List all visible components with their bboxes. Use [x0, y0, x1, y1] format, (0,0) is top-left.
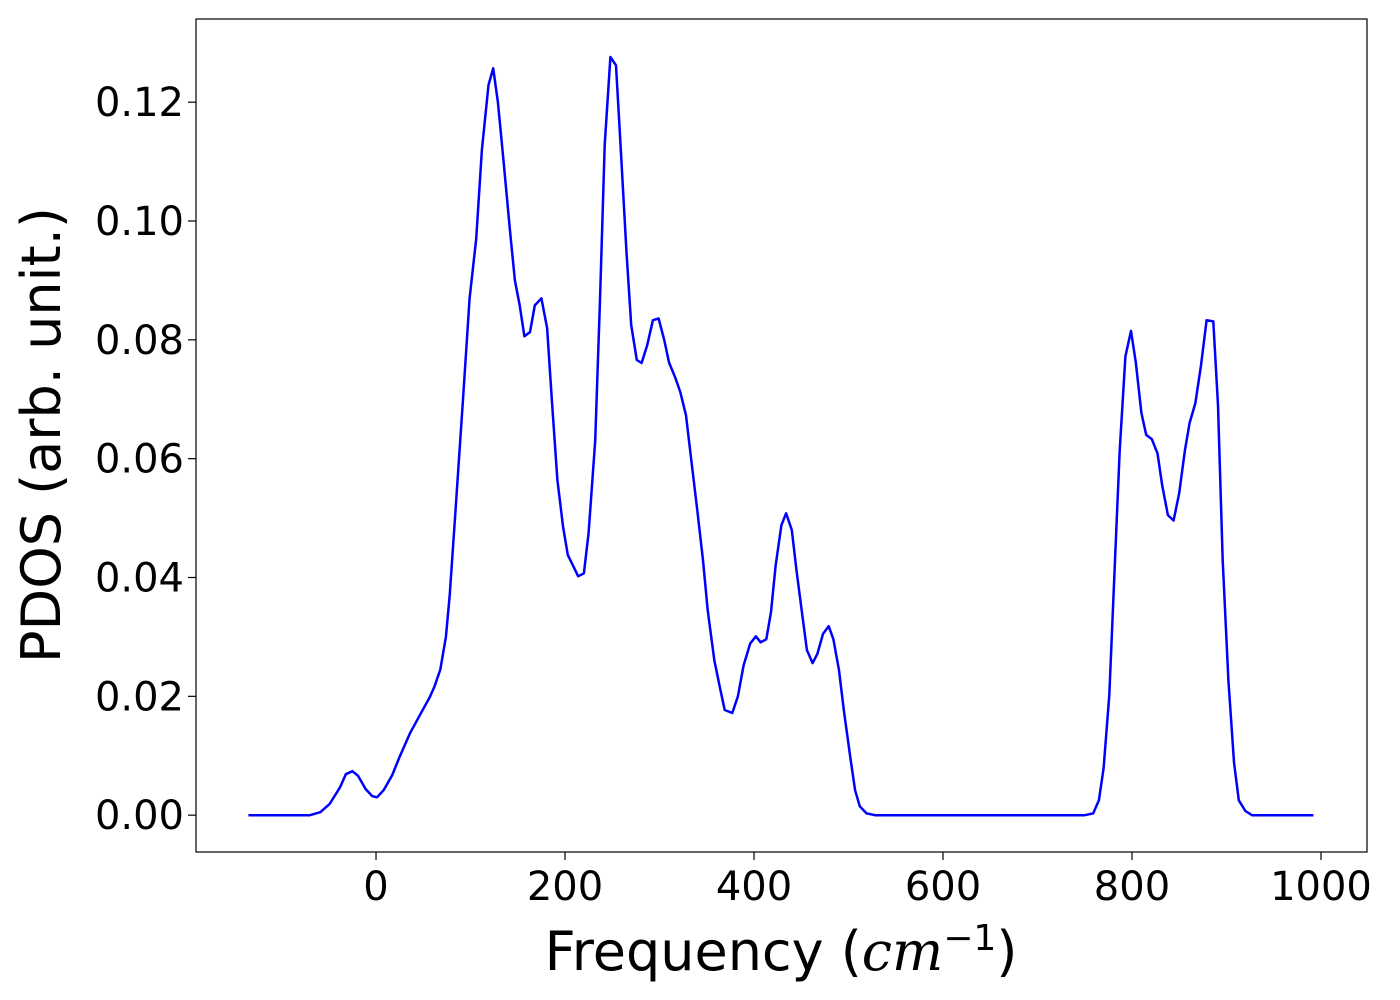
x-tick-label: 1000 [1270, 864, 1372, 910]
data-line [248, 55, 1314, 817]
y-tick-label: 0.10 [95, 199, 184, 245]
x-tick-label: 400 [716, 864, 792, 910]
x-tick-label: 800 [1094, 864, 1170, 910]
y-tick-label: 0.06 [95, 437, 184, 483]
y-tick-label: 0.04 [95, 556, 184, 602]
y-tick-label: 0.08 [95, 318, 184, 364]
x-label-exponent: −1 [943, 918, 996, 959]
y-tick-label: 0.02 [95, 674, 184, 720]
y-axis-label: PDOS (arb. unit.) [10, 207, 73, 663]
plot-frame [195, 18, 1368, 853]
x-label-unit: cm [862, 920, 943, 983]
x-tick-label: 200 [527, 864, 603, 910]
y-tick-label: 0.00 [95, 793, 184, 839]
x-tick-label: 0 [363, 864, 388, 910]
x-axis-label: Frequency (cm−1) [545, 918, 1018, 984]
x-label-text: ) [996, 920, 1017, 983]
y-tick-label: 0.12 [95, 80, 184, 126]
x-label-text: Frequency ( [545, 920, 862, 983]
x-tick-label: 600 [905, 864, 981, 910]
